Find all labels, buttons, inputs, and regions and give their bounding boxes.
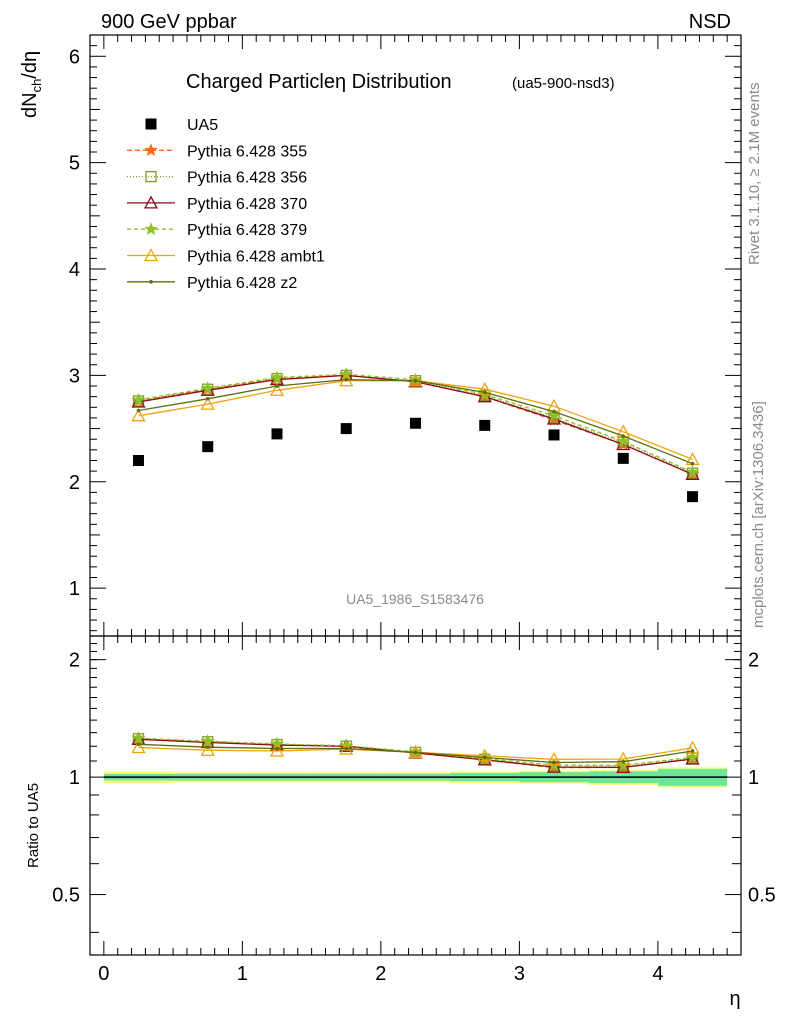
ratio-series-3-point-8	[685, 750, 700, 764]
ratio-y-axis-label: Ratio to UA5	[25, 783, 42, 868]
ratio-series-4-point-0	[131, 740, 146, 754]
x-axis-label: η	[729, 988, 740, 1010]
series-3-point-2	[270, 370, 284, 384]
x-tick-label: 4	[652, 963, 663, 985]
y-tick-label: 4	[69, 259, 80, 281]
y-axis-label: dNch/dη	[19, 51, 44, 118]
ratio-y-tick-label-right: 2	[748, 650, 759, 672]
x-tick-label: 1	[237, 963, 248, 985]
legend-marker-2	[145, 170, 157, 183]
x-tick-label: 0	[98, 963, 109, 985]
ua5-data-point-8	[687, 491, 699, 503]
ua5-data-point-4	[410, 417, 421, 429]
legend-marker-3	[143, 195, 159, 209]
legend-marker-5	[143, 248, 159, 262]
series-5-point-1	[205, 396, 210, 401]
series-5-point-4	[413, 378, 418, 383]
ratio-series-3-point-2	[270, 736, 284, 750]
ratio-series-5-point-6	[552, 760, 556, 765]
y-tick-label: 2	[69, 472, 80, 494]
legend-label-4: Pythia 6.428 379	[187, 222, 307, 239]
legend-label-3: Pythia 6.428 370	[187, 196, 307, 213]
chart-title: Charged Particleη Distribution	[186, 71, 452, 93]
ratio-series-5-point-7	[621, 759, 626, 764]
header-right: NSD	[689, 11, 731, 33]
series-3-point-0	[131, 392, 146, 406]
ratio-plot: 0 1 2 3 4 0.5 0.5 1 1 2 2	[52, 635, 776, 985]
y-tick-label: 3	[69, 365, 80, 387]
ratio-y-tick-label: 1	[69, 767, 80, 789]
legend: UA5 Pythia 6.428 355 Pythia 6.428 356 Pythi…	[127, 117, 325, 292]
series-5-point-7	[621, 434, 626, 438]
ratio-y-tick-label: 2	[69, 650, 80, 672]
main-plot: 1 2 3 4 5 6	[69, 34, 742, 637]
header-left: 900 GeV ppbar	[101, 11, 237, 33]
ratio-series-4-point-8	[685, 740, 700, 754]
ratio-series-5-point-0	[136, 742, 141, 747]
ratio-series-4-point-2	[269, 743, 285, 757]
ratio-y-tick-label: 0.5	[52, 885, 80, 907]
ua5-data-point-6	[548, 429, 560, 441]
legend-label-1: Pythia 6.428 355	[187, 143, 307, 160]
ratio-series-line-3	[138, 737, 693, 766]
x-tick-label: 2	[375, 963, 386, 985]
legend-marker-1	[144, 143, 158, 157]
legend-marker-4	[144, 222, 158, 235]
ratio-series-4-point-7	[616, 751, 631, 765]
rivet-label: Rivet 3.1.10, ≥ 2.1M events	[746, 83, 763, 266]
chart-subtitle: (ua5-900-nsd3)	[512, 75, 615, 92]
series-5-point-8	[690, 461, 695, 466]
series-3-point-1	[200, 381, 215, 394]
series-line-3	[138, 373, 693, 473]
series-3-point-8	[685, 465, 700, 478]
ratio-series-5-point-2	[275, 746, 279, 751]
ratio-series-5-point-3	[344, 746, 349, 751]
series-5-point-2	[275, 384, 279, 388]
mcplots-label: mcplots.cern.ch [arXiv:1306.3436]	[750, 401, 767, 628]
ratio-series-5-point-1	[205, 745, 210, 750]
series-5-point-0	[136, 408, 141, 413]
ratio-series-5-point-5	[482, 755, 487, 760]
y-tick-label: 5	[69, 153, 80, 175]
legend-label-0: UA5	[187, 117, 218, 134]
y-axis-label-tail: /dη	[19, 51, 41, 79]
legend-label-2: Pythia 6.428 356	[187, 170, 307, 187]
ratio-series-5-point-8	[690, 749, 695, 753]
series-5-point-6	[552, 409, 556, 414]
ua5-data-point-0	[132, 454, 144, 466]
legend-marker-6	[149, 280, 153, 284]
ratio-y-tick-label-right: 0.5	[748, 885, 776, 907]
legend-label-5: Pythia 6.428 ambt1	[187, 249, 325, 266]
ua5-data-point-2	[271, 428, 283, 440]
legend-marker-0	[145, 118, 157, 130]
series-5-point-3	[344, 377, 349, 382]
series-5-point-5	[482, 390, 487, 395]
y-axis-label-sub: ch	[29, 79, 44, 93]
ratio-series-4-point-1	[200, 742, 215, 756]
analysis-watermark: UA5_1986_S1583476	[346, 591, 484, 607]
x-tick-label: 3	[514, 963, 525, 985]
series-4-point-1	[200, 396, 215, 410]
ratio-series-4-point-5	[477, 748, 492, 762]
ua5-data-point-7	[617, 452, 629, 464]
legend-label-6: Pythia 6.428 z2	[187, 275, 297, 292]
series-3-point-6	[547, 408, 561, 422]
ua5-data-point-5	[479, 419, 491, 431]
ua5-data-point-3	[340, 423, 352, 435]
ua5-data-point-1	[202, 441, 214, 453]
y-axis-label-main: dN	[19, 92, 41, 118]
y-tick-label: 6	[69, 46, 80, 68]
series-4-point-2	[269, 382, 285, 396]
ratio-frame	[89, 635, 742, 956]
ratio-series-line-1	[138, 738, 693, 767]
series-4-point-0	[131, 408, 146, 422]
series-3-point-7	[616, 434, 631, 448]
series-4-point-5	[477, 381, 492, 395]
ratio-series-5-point-4	[413, 750, 418, 755]
y-tick-label: 1	[69, 578, 80, 600]
ratio-y-tick-label-right: 1	[748, 767, 759, 789]
